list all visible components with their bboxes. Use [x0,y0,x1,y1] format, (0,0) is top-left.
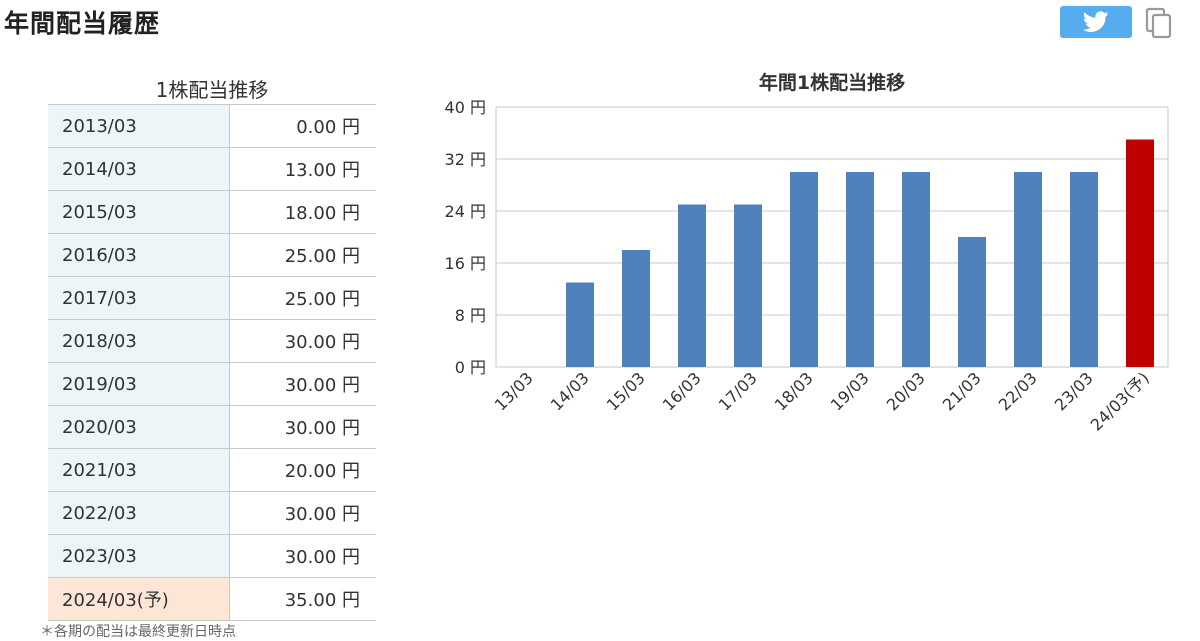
dividend-value-cell: 35.00 円 [229,577,376,621]
x-tick-label: 19/03 [827,368,873,414]
y-tick-label: 16 円 [445,254,486,273]
dividend-value-cell: 25.00 円 [229,233,376,277]
dividend-value-cell: 30.00 円 [229,362,376,406]
dividend-value-cell: 30.00 円 [229,405,376,449]
table-row: 2019/03 30.00 円 [48,362,376,406]
period-cell: 2023/03 [48,534,230,578]
dividend-value-cell: 30.00 円 [229,319,376,363]
period-cell: 2016/03 [48,233,230,277]
table-caption: 1株配当推移 [155,78,269,102]
dividend-table: 2013/03 0.00 円 2014/03 13.00 円 2015/03 18.00 … [48,104,376,621]
x-tick-label: 22/03 [995,368,1041,414]
table-row: 2017/03 25.00 円 [48,276,376,320]
period-cell: 2024/03(予) [48,577,230,621]
dividend-bar-chart: 0 円 8 円 16 円 24 円 32 円 40 円 13/03 14/03 15/03 16/… [445,98,1169,435]
x-tick-label: 23/03 [1051,368,1097,414]
table-row: 2018/03 30.00 円 [48,319,376,363]
x-tick-label: 24/03(予) [1087,368,1153,434]
table-row: 2021/03 20.00 円 [48,448,376,492]
bar [622,250,650,367]
period-cell: 2014/03 [48,147,230,191]
y-tick-label: 24 円 [445,202,486,221]
dividend-value-cell: 13.00 円 [229,147,376,191]
copy-icon [1145,7,1172,39]
period-cell: 2018/03 [48,319,230,363]
bar [1070,172,1098,367]
table-row: 2023/03 30.00 円 [48,534,376,578]
bar [566,282,594,367]
chart-title: 年間1株配当推移 [758,72,906,94]
y-tick-label: 8 円 [455,306,486,325]
table-row: 2020/03 30.00 円 [48,405,376,449]
x-tick-label: 21/03 [939,368,985,414]
bar [678,204,706,367]
dividend-value-cell: 0.00 円 [229,104,376,148]
period-cell: 2013/03 [48,104,230,148]
x-tick-label: 15/03 [603,368,649,414]
table-row: 2013/03 0.00 円 [48,104,376,148]
table-row: 2014/03 13.00 円 [48,147,376,191]
table-row: 2015/03 18.00 円 [48,190,376,234]
dividend-value-cell: 30.00 円 [229,534,376,578]
period-cell: 2021/03 [48,448,230,492]
period-cell: 2019/03 [48,362,230,406]
bar [734,204,762,367]
bar [846,172,874,367]
table-row: 2016/03 25.00 円 [48,233,376,277]
x-tick-label: 17/03 [715,368,761,414]
x-tick-label: 14/03 [547,368,593,414]
dividend-value-cell: 20.00 円 [229,448,376,492]
period-cell: 2017/03 [48,276,230,320]
dividend-value-cell: 18.00 円 [229,190,376,234]
table-footnote: ＊各期の配当は最終更新日時点 [40,624,236,640]
copy-button[interactable] [1143,6,1175,40]
bar [1126,139,1154,367]
y-tick-label: 40 円 [445,98,486,117]
bar [958,237,986,367]
period-cell: 2020/03 [48,405,230,449]
x-tick-label: 13/03 [491,368,537,414]
page-title: 年間配当履歴 [4,9,161,38]
period-cell: 2015/03 [48,190,230,234]
y-tick-label: 0 円 [455,358,486,377]
twitter-bird-icon [1083,11,1109,32]
x-tick-label: 16/03 [659,368,705,414]
x-tick-label: 18/03 [771,368,817,414]
bar [902,172,930,367]
y-tick-label: 32 円 [445,150,486,169]
bar [1014,172,1042,367]
twitter-share-button[interactable] [1060,6,1132,38]
bar [790,172,818,367]
table-row: 2022/03 30.00 円 [48,491,376,535]
dividend-value-cell: 30.00 円 [229,491,376,535]
dividend-value-cell: 25.00 円 [229,276,376,320]
table-row: 2024/03(予) 35.00 円 [48,577,376,621]
period-cell: 2022/03 [48,491,230,535]
x-tick-label: 20/03 [883,368,929,414]
